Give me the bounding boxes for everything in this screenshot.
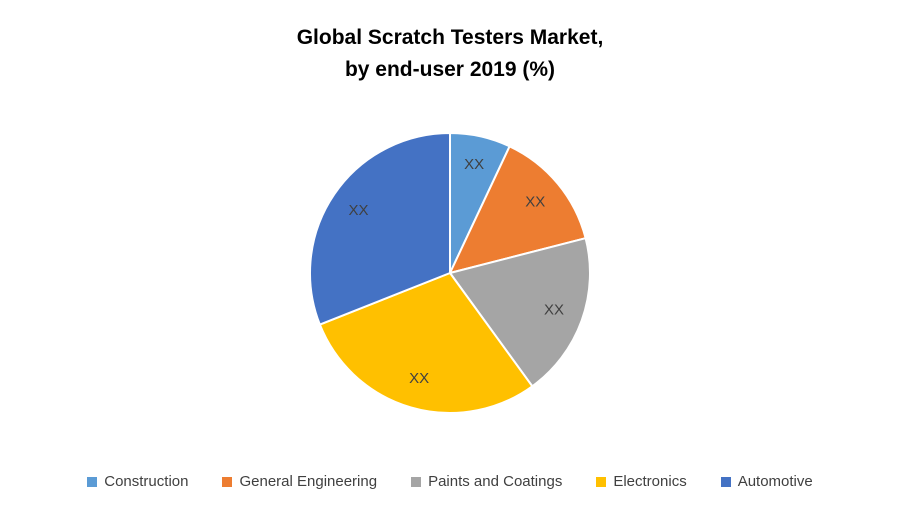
legend-label-general-engineering: General Engineering (239, 473, 378, 490)
chart-title: Global Scratch Testers Market, by end-us… (0, 22, 900, 85)
slice-label-construction: XX (464, 156, 484, 173)
pie-chart: XX XX XX XX XX (309, 132, 591, 414)
pie-slice-electronics (318, 272, 534, 414)
legend-swatch-electronics (596, 476, 607, 487)
chart-title-line1: Global Scratch Testers Market, (296, 26, 604, 49)
chart-title-line2: by end-user 2019 (%) (344, 57, 556, 81)
slice-label-general-engineering: XX (525, 193, 545, 210)
legend-swatch-general-engineering (222, 476, 233, 487)
legend-item-automotive: Automotive (720, 473, 813, 490)
slice-label-electronics: XX (409, 370, 429, 387)
pie-slice-paints-and-coatings (449, 237, 591, 388)
legend-swatch-paints-and-coatings (411, 476, 422, 487)
pie-slice-automotive (309, 132, 451, 326)
legend: Construction General Engineering Paints … (0, 473, 900, 490)
legend-label-automotive: Automotive (737, 473, 813, 490)
legend-item-electronics: Electronics (596, 473, 687, 490)
legend-label-construction: Construction (104, 473, 189, 490)
pie-slice-general-engineering (449, 145, 587, 274)
legend-item-general-engineering: General Engineering (222, 473, 377, 490)
pie-chart-area: XX XX XX XX XX (280, 103, 620, 443)
legend-label-electronics: Electronics (613, 473, 687, 490)
slice-label-paints-and-coatings: XX (544, 301, 564, 318)
legend-label-paints-and-coatings: Paints and Coatings (428, 473, 563, 490)
slice-label-automotive: XX (349, 202, 369, 219)
legend-swatch-automotive (720, 476, 731, 487)
legend-item-construction: Construction (87, 473, 188, 490)
legend-swatch-construction (87, 476, 98, 487)
legend-item-paints-and-coatings: Paints and Coatings (411, 473, 562, 490)
